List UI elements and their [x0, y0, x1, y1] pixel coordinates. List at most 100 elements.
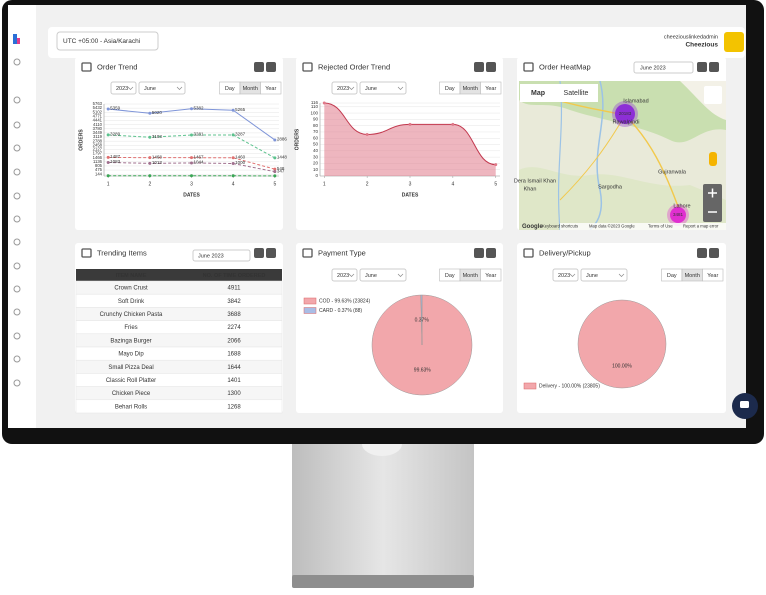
card-action[interactable]	[266, 248, 276, 258]
map-type-button: Satellite	[564, 90, 589, 97]
data-label: 5265	[235, 107, 246, 112]
data-label: 1083	[110, 159, 121, 164]
table-cell: 1300	[227, 391, 241, 397]
cluster-label: 3481	[673, 212, 684, 217]
data-label: 5382	[194, 105, 205, 110]
map-place: Gujranwala	[658, 169, 687, 175]
card-title: Rejected Order Trend	[318, 62, 390, 71]
data-label: 3289	[110, 132, 121, 137]
card-action[interactable]	[697, 248, 707, 258]
point	[366, 133, 369, 136]
card-title: Order Trend	[97, 62, 137, 71]
user-name: cheeziouslinkedadmin	[664, 34, 718, 40]
period-label: Day	[225, 86, 235, 92]
point	[494, 163, 497, 166]
data-label: 5020	[152, 110, 163, 115]
table-cell: 3842	[227, 299, 241, 305]
card-action[interactable]	[486, 62, 496, 72]
table-row	[76, 334, 282, 347]
card-action[interactable]	[697, 62, 707, 72]
period-label: Month	[463, 86, 478, 92]
card-action[interactable]	[266, 62, 276, 72]
data-label: 1000	[235, 160, 246, 165]
map-place: Dera Ismail Khan	[514, 178, 556, 184]
y-tick-label: 110	[311, 104, 319, 109]
select-text: 2023	[337, 86, 349, 92]
map-place: Rawalpindi	[613, 119, 640, 125]
period-label: Month	[685, 273, 700, 279]
x-tick-label: 2	[366, 181, 369, 187]
data-label: 1467	[194, 154, 205, 159]
timezone-text: UTC +05:00 - Asia/Karachi	[63, 38, 140, 45]
y-axis-label: ORDERS	[294, 128, 300, 150]
data-label: 1448	[277, 155, 288, 160]
y-tick-label: 10	[313, 167, 319, 172]
data-label: 347	[277, 168, 285, 173]
card-action[interactable]	[254, 62, 264, 72]
map-place: Lahore	[673, 203, 690, 209]
brand-logo	[724, 32, 744, 52]
table-cell: Mayo Dip	[118, 352, 144, 358]
card-action[interactable]	[709, 62, 719, 72]
card-action[interactable]	[474, 62, 484, 72]
card-action[interactable]	[486, 248, 496, 258]
card-title: Trending Items	[97, 248, 147, 257]
table-row	[76, 294, 282, 307]
map-place: Islamabad	[623, 98, 648, 104]
stand-base	[292, 575, 474, 588]
x-tick-label: 4	[451, 181, 454, 187]
select-text: June	[144, 86, 156, 92]
x-tick-label: 3	[190, 181, 193, 187]
screen: UTC +05:00 - Asia/Karachi cheeziouslinke…	[8, 5, 746, 428]
y-tick-label: 70	[313, 129, 319, 134]
x-tick-label: 1	[107, 181, 110, 187]
legend-label: Delivery - 100.00% (23805)	[539, 383, 600, 389]
pie-slice	[578, 300, 666, 388]
data-label: 3287	[235, 132, 246, 137]
y-tick-label: 80	[313, 123, 319, 128]
pegman[interactable]	[709, 152, 717, 166]
data-label: 1460	[235, 154, 246, 159]
card-title: Order HeatMap	[539, 62, 591, 71]
table-cell: 3688	[227, 312, 241, 318]
data-label: 3281	[194, 132, 205, 137]
y-tick-label: 100	[310, 110, 318, 115]
cluster-label: 20183	[619, 111, 632, 116]
data-label: 1044	[194, 160, 205, 165]
card-action[interactable]	[709, 248, 719, 258]
x-tick-label: 5	[273, 181, 276, 187]
table-cell: 2066	[227, 338, 241, 344]
fullscreen-button[interactable]	[704, 86, 722, 104]
point	[148, 174, 151, 177]
period-label: Year	[485, 273, 496, 279]
period-label: Year	[265, 86, 276, 92]
legend-label: COD - 99.63% (23824)	[319, 298, 370, 304]
point	[190, 174, 193, 177]
chat-icon	[740, 401, 749, 408]
card-action[interactable]	[254, 248, 264, 258]
table-row	[76, 387, 282, 400]
x-tick-label: 1	[323, 181, 326, 187]
point	[409, 123, 412, 126]
period-label: Year	[485, 86, 496, 92]
point	[323, 102, 326, 105]
x-axis-label: DATES	[183, 192, 200, 198]
legend-swatch	[304, 298, 316, 304]
map-footer-text: Map data ©2023 Google	[589, 224, 635, 229]
y-tick-label: 20	[313, 161, 319, 166]
period-label: Month	[463, 273, 478, 279]
data-label: 2886	[277, 137, 288, 142]
period-label: Day	[445, 273, 455, 279]
x-tick-label: 3	[409, 181, 412, 187]
y-tick-label: 50	[313, 142, 319, 147]
table-cell: 2274	[227, 325, 241, 331]
table-cell: Crown Crust	[114, 286, 148, 292]
y-tick-label: 60	[313, 135, 319, 140]
table-header-cell: NO. OF TIME ORDERED	[203, 273, 266, 279]
card-action[interactable]	[474, 248, 484, 258]
y-tick-label: 90	[313, 117, 319, 122]
map-place: Sargodha	[598, 184, 623, 190]
x-tick-label: 2	[148, 181, 151, 187]
data-label: 1468	[152, 154, 163, 159]
